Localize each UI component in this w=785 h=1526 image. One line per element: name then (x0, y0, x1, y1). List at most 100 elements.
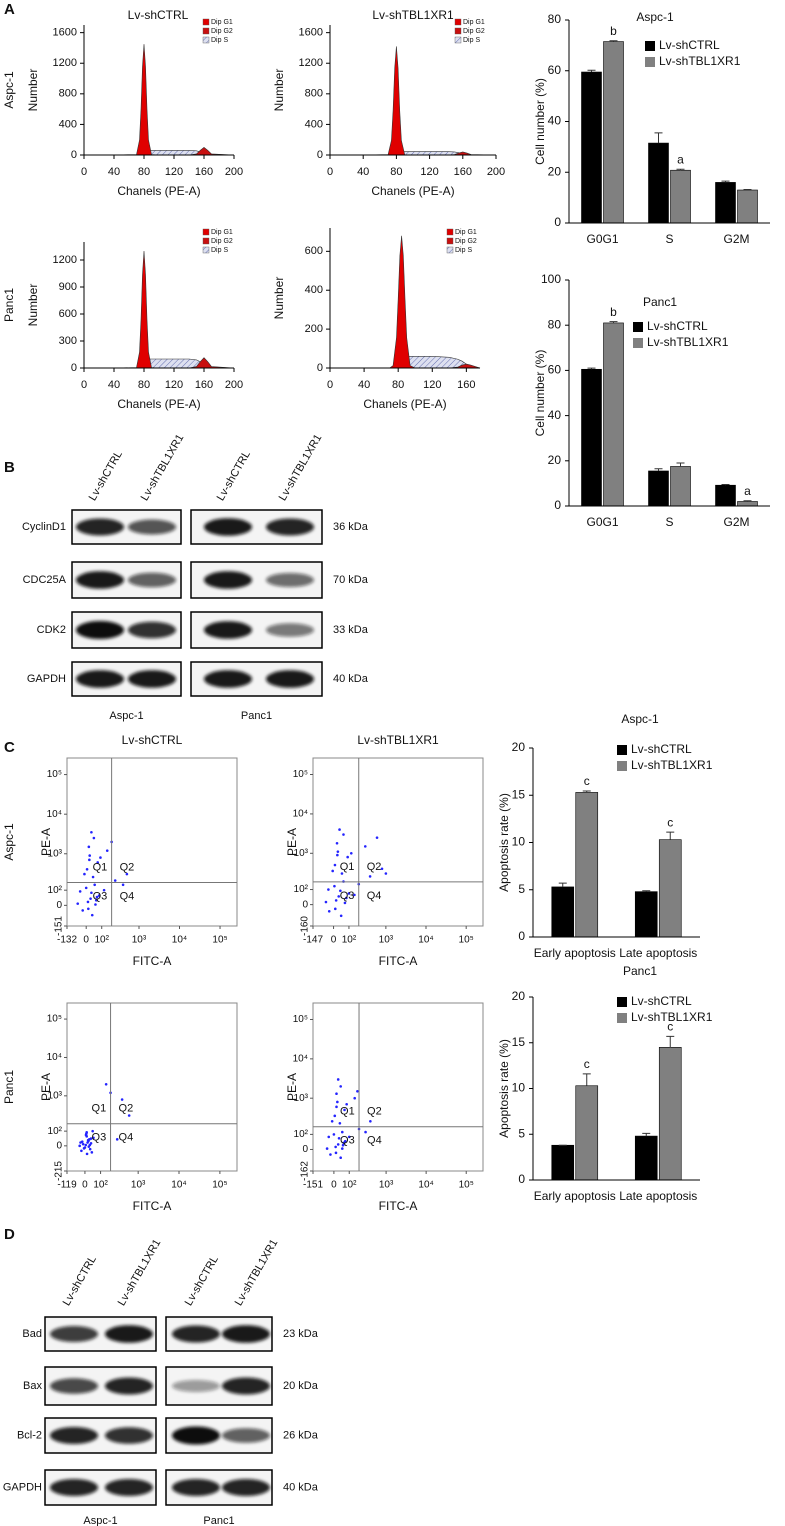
legend-label: Dip G2 (211, 238, 233, 245)
dot (338, 1122, 342, 1125)
x-tick-label: 10² (94, 935, 109, 946)
dot (94, 903, 97, 906)
y-tick-label: 10³ (294, 1093, 309, 1104)
dot (336, 1078, 340, 1081)
y-tick-label: 60 (548, 63, 562, 77)
legend-label: Dip G2 (211, 28, 233, 35)
dot (331, 869, 334, 873)
significance-label: c (584, 1057, 590, 1071)
blot-band (266, 623, 314, 637)
legend-label: Lv-shTBL1XR1 (631, 1010, 713, 1024)
chart-title: Aspc-1 (621, 712, 659, 726)
chart-title: Aspc-1 (636, 10, 674, 24)
dot (384, 872, 388, 875)
blot-band (172, 1325, 220, 1343)
x-tick-label: 0 (81, 166, 87, 178)
x-tick-label: 80 (390, 166, 402, 178)
blot-band (172, 1380, 220, 1392)
dot (340, 1147, 344, 1150)
dot (105, 849, 109, 852)
bar (648, 470, 669, 507)
bar (670, 169, 691, 224)
y-tick-label: 400 (305, 118, 323, 130)
y-tick-label: 10² (48, 1126, 63, 1137)
x-tick-label: G2M (723, 232, 749, 246)
legend-swatch (202, 18, 210, 26)
blot-band (128, 519, 176, 535)
dot (340, 872, 344, 875)
x-tick-label: 10³ (131, 1180, 146, 1191)
legend-label: Dip S (211, 37, 228, 44)
x-tick-label: 200 (225, 166, 243, 178)
blot-band (204, 518, 252, 536)
x-tick-label: S (665, 515, 673, 529)
legend-swatch (633, 322, 643, 332)
legend-label: Lv-shCTRL (631, 742, 692, 756)
x-tick-label: 120 (423, 379, 441, 391)
error-bar (582, 1073, 591, 1086)
x-tick-label: 10⁵ (212, 1180, 227, 1191)
x-tick-label: 10² (342, 1180, 357, 1191)
error-bar (666, 831, 675, 840)
error-bar (654, 132, 663, 144)
panel-label: A (4, 1, 15, 18)
dot (99, 856, 102, 859)
significance-label: a (677, 152, 684, 166)
protein-label: Bax (23, 1380, 42, 1392)
x-tick-label: Early apoptosis (534, 946, 616, 960)
x-axis-label: FITC-A (133, 1199, 172, 1213)
panel-label: C (4, 739, 15, 756)
chart-title: Lv-shCTRL (122, 733, 183, 747)
y-tick-label: 10⁴ (293, 809, 308, 820)
dot (335, 1092, 338, 1096)
blot-band (266, 670, 314, 688)
error-bar (676, 168, 685, 171)
dot (91, 1129, 94, 1133)
dot (325, 1147, 329, 1150)
y-tick-label: 800 (305, 88, 323, 100)
x-tick-label: G0G1 (586, 515, 618, 529)
x-tick-label: 10² (342, 935, 357, 946)
row-label: Aspc-1 (2, 71, 16, 109)
legend-swatch (446, 246, 454, 254)
bar (575, 1085, 599, 1181)
dot (82, 1147, 86, 1150)
x-axis-label: Chanels (PE-A) (117, 184, 200, 198)
dot (375, 836, 379, 839)
significance-label: a (744, 484, 751, 498)
blot-band (222, 1479, 270, 1496)
chart-title: Panc1 (623, 964, 657, 978)
error-bar (642, 1132, 651, 1137)
y-tick-label: 0 (554, 215, 561, 229)
quadrant-label: Q3 (92, 1132, 107, 1144)
x-tick-label: 0 (327, 379, 333, 391)
dot (104, 1083, 108, 1086)
y-tick-label: 0 (56, 900, 62, 911)
blot-band (204, 571, 252, 589)
blot-band (76, 621, 124, 639)
dot (90, 830, 93, 834)
y-tick-label: 20 (548, 164, 562, 178)
dot (85, 1152, 89, 1156)
x-axis-label: Chanels (PE-A) (371, 184, 454, 198)
dot (335, 1105, 338, 1109)
quadrant-label: Q2 (120, 861, 135, 873)
legend-label: Dip G2 (463, 28, 485, 35)
x-tick-label: 10⁴ (172, 935, 187, 946)
legend-label: Dip G1 (211, 229, 233, 236)
dot (78, 1144, 81, 1148)
dot (78, 890, 82, 893)
quadrant-label: Q3 (340, 890, 355, 902)
quadrant-label: Q4 (119, 1132, 134, 1144)
x-tick-label: 10³ (132, 935, 147, 946)
quadrant-label: Q4 (367, 1135, 382, 1147)
error-bar (587, 367, 596, 370)
dot (338, 828, 341, 831)
dot (76, 902, 80, 905)
legend-swatch (202, 237, 210, 245)
blot-band (76, 518, 124, 536)
y-tick-label: 10² (48, 885, 63, 896)
y-axis-label: PE-A (285, 1073, 299, 1101)
cell-line-label: Aspc-1 (109, 710, 143, 722)
y-tick-label: 10⁵ (47, 769, 62, 780)
